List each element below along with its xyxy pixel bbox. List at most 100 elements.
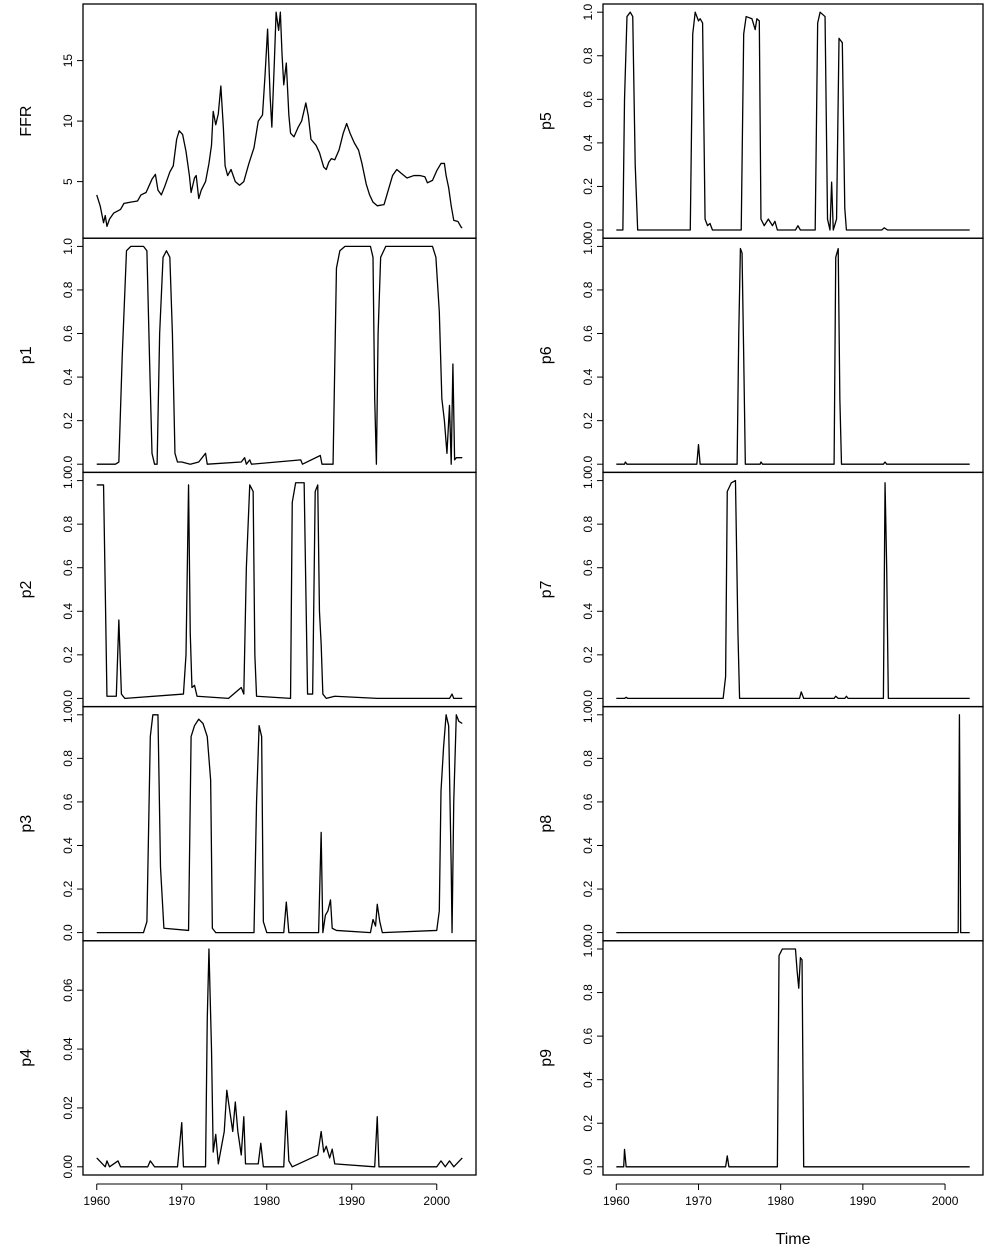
y-axis-label: p3 [18,815,35,833]
series-line-p7 [616,479,970,700]
series-line-p3 [96,714,463,934]
y-tick-label: 0.2 [61,880,75,897]
y-tick-label: 0.6 [61,793,75,810]
y-tick-label: 0.4 [581,368,595,385]
series-line-p4 [96,948,463,1168]
panel-frame [82,471,477,708]
panel-p2: 0.0 0.2 0.4 0.6 0.8 1.0 p2 [18,471,477,708]
y-axis-label: p1 [18,346,35,364]
x-tick-label: 1990 [850,1194,877,1208]
y-tick-label: 1.0 [61,238,75,255]
panel-FFR: 5 10 15 FFR [18,3,477,239]
y-tick-label: 0.4 [581,134,595,151]
y-tick-label: 0.6 [581,325,595,342]
panel-p1: 0.0 0.2 0.4 0.6 0.8 1.0 p1 [18,237,477,474]
y-tick-label: 0.0 [581,1158,595,1175]
series-line-p6 [616,247,970,465]
series-line-p1 [96,245,463,465]
series-line-FFR [96,11,463,229]
y-tick-label: 1.0 [581,706,595,723]
y-tick-label: 10 [61,114,75,128]
y-tick-label: 0.6 [61,325,75,342]
y-tick-label: 0.8 [581,515,595,532]
x-tick-label: 2000 [423,1194,450,1208]
y-tick-label: 15 [61,54,75,68]
y-tick-label: 1.0 [581,472,595,489]
panel-p4: 0.00 0.02 0.04 0.06 p4 [18,940,477,1179]
panel-frame [82,705,477,942]
y-tick-label: 0.6 [581,559,595,576]
series-line-p2 [96,482,463,700]
x-tick-label: 1980 [253,1194,280,1208]
panel-frame [602,237,984,474]
x-tick-label: 1960 [603,1194,630,1208]
y-tick-label: 1.0 [581,940,595,957]
panel-p9: 0.0 0.2 0.4 0.6 0.8 1.0 p9 [538,940,984,1176]
y-tick-label: 0.2 [581,646,595,663]
panel-frame [602,940,984,1176]
column-left: 5 10 15 FFR 0.0 0.2 0.4 0.6 0.8 1.0 p1 0.0 0.2 0.4 0.6… [18,3,477,1208]
panel-p7: 0.0 0.2 0.4 0.6 0.8 1.0 p7 [538,471,984,708]
y-tick-label: 0.4 [581,1071,595,1088]
y-tick-label: 0.6 [581,793,595,810]
y-tick-label: 0.8 [61,281,75,298]
y-axis-label: p4 [18,1049,35,1067]
panel-p3: 0.0 0.2 0.4 0.6 0.8 1.0 p3 [18,705,477,942]
y-tick-label: 0.2 [581,1115,595,1132]
series-line-p8 [616,714,970,934]
y-tick-label: 0.4 [61,368,75,385]
y-tick-label: 0.4 [61,603,75,620]
y-tick-label: 0.2 [581,178,595,195]
y-tick-label: 1.0 [61,472,75,489]
y-tick-label: 0.0 [61,690,75,707]
x-axis-left: 1960 1970 1980 1990 2000 [83,1183,450,1208]
x-tick-label: 1970 [685,1194,712,1208]
y-tick-label: 0.6 [61,559,75,576]
y-tick-label: 0.6 [581,91,595,108]
x-tick-label: 1970 [168,1194,195,1208]
x-axis-right: 1960 1970 1980 1990 2000 Time [603,1183,959,1248]
y-tick-label: 0.0 [581,221,595,238]
column-right: 0.0 0.2 0.4 0.6 0.8 1.0 p5 0.0 0.2 0.4 0.6 0.8 1.0 p6… [538,3,984,1248]
series-line-p9 [616,948,970,1168]
y-tick-label: 0.4 [581,837,595,854]
panel-frame [82,940,477,1176]
panel-p5: 0.0 0.2 0.4 0.6 0.8 1.0 p5 [538,3,984,239]
y-tick-label: 0.2 [61,646,75,663]
y-tick-label: 0.00 [61,1155,75,1179]
y-axis-label: p6 [538,346,555,364]
y-axis-label: p5 [538,112,555,130]
panel-p8: 0.0 0.2 0.4 0.6 0.8 1.0 p8 [538,705,984,942]
y-tick-label: 0.0 [61,456,75,473]
y-tick-label: 0.04 [61,1037,75,1061]
y-tick-label: 0.02 [61,1096,75,1120]
y-tick-label: 0.8 [581,281,595,298]
panel-p6: 0.0 0.2 0.4 0.6 0.8 1.0 p6 [538,237,984,474]
y-tick-label: 0.8 [581,47,595,64]
y-axis-label: p8 [538,815,555,833]
panel-frame [82,237,477,474]
y-tick-label: 0.4 [581,603,595,620]
y-tick-label: 0.8 [61,515,75,532]
y-tick-label: 0.0 [581,690,595,707]
y-tick-label: 0.2 [581,412,595,429]
y-tick-label: 0.0 [581,924,595,941]
y-tick-label: 0.06 [61,978,75,1002]
y-tick-label: 0.8 [581,750,595,767]
series-line-p5 [616,11,970,231]
y-tick-label: 0.6 [581,1027,595,1044]
y-tick-label: 0.8 [581,984,595,1001]
x-tick-label: 1960 [83,1194,110,1208]
y-tick-label: 1.0 [581,238,595,255]
y-tick-label: 5 [61,178,75,185]
panel-frame [602,3,984,239]
y-tick-label: 0.0 [581,456,595,473]
y-axis-label: p2 [18,581,35,599]
x-tick-label: 1990 [338,1194,365,1208]
y-axis-label: p9 [538,1049,555,1067]
y-tick-label: 0.2 [61,412,75,429]
x-tick-label: 1980 [767,1194,794,1208]
y-tick-label: 0.4 [61,837,75,854]
y-tick-label: 1.0 [61,706,75,723]
